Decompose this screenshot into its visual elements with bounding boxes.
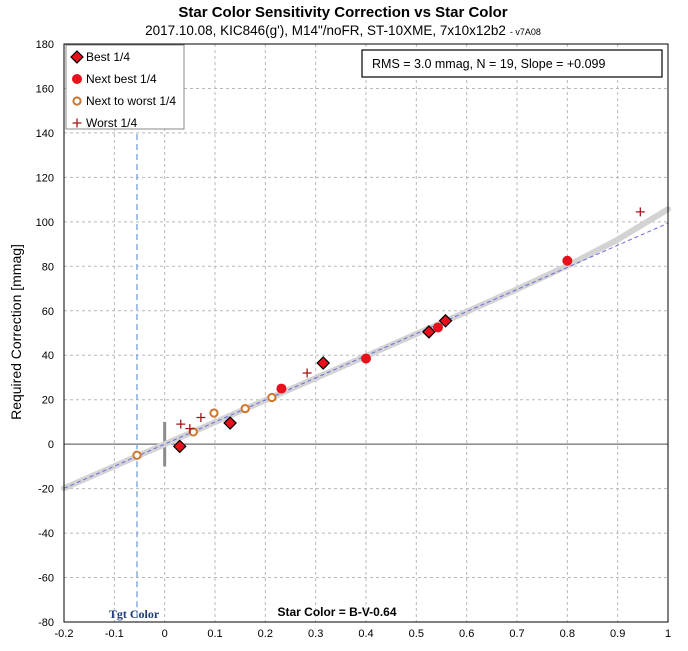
chart-subtitle-text: 2017.10.08, KIC846(g'), M14"/noFR, ST-10…	[145, 23, 506, 38]
y-axis-label: Required Correction [mmag]	[8, 244, 24, 420]
stats-box-frame	[361, 49, 663, 78]
x-tick-label: 0.8	[560, 628, 575, 640]
x-tick-label: 0	[162, 628, 168, 640]
plot-border	[63, 43, 669, 623]
x-tick-label: 1	[665, 628, 671, 640]
y-tick-label: 120	[36, 172, 54, 184]
data-point	[223, 416, 237, 430]
x-tick-label: 0.6	[459, 628, 474, 640]
data-point	[635, 207, 645, 217]
x-tick-label: 0.1	[207, 628, 222, 640]
legend-label: Next to worst 1/4	[86, 94, 176, 108]
data-point	[302, 368, 312, 378]
y-tick-label: 160	[36, 83, 54, 95]
data-point	[438, 313, 453, 328]
y-tick-label: 0	[48, 439, 54, 451]
x-tick-label: -0.1	[105, 628, 124, 640]
y-tick-label: 180	[36, 39, 54, 51]
data-point	[316, 356, 331, 370]
legend: Best 1/4 Next best 1/4 Next to worst 1/4 Wo…	[65, 44, 185, 130]
legend-label: Next best 1/4	[86, 72, 157, 86]
data-point	[432, 322, 443, 333]
y-tick-label: -20	[38, 484, 54, 496]
data-point	[188, 427, 198, 437]
x-tick-label: 0.9	[610, 628, 625, 640]
target-color-label: Tgt Color	[109, 607, 160, 621]
data-point	[361, 353, 371, 364]
data-point	[176, 419, 186, 429]
x-tick-label: 0.2	[258, 628, 273, 640]
stats-box: RMS = 3.0 mmag, N = 19, Slope = +0.099	[361, 49, 663, 78]
data-point	[267, 392, 277, 403]
x-axis-label: Star Color = B-V-0.64	[277, 605, 396, 619]
data-point	[422, 325, 436, 339]
data-point	[240, 403, 250, 414]
data-point	[276, 383, 287, 394]
x-tick-label: 0.3	[308, 628, 323, 640]
y-axis-ticks: -80 -60 -40 -20 0 20 40 60 80 100 120 140 160 180	[36, 39, 54, 629]
data-point	[209, 408, 219, 418]
x-tick-label: 0.4	[358, 628, 373, 640]
y-tick-label: 80	[42, 261, 54, 273]
chart-subtitle: 2017.10.08, KIC846(g'), M14"/noFR, ST-10…	[145, 23, 541, 38]
legend-frame	[65, 44, 185, 130]
data-point	[562, 255, 573, 266]
y-tick-label: -80	[38, 617, 54, 629]
legend-marker	[72, 96, 82, 106]
legend-marker	[72, 74, 82, 84]
y-tick-label: -60	[38, 573, 54, 585]
legend-marker	[72, 118, 82, 128]
chart-version: - v7A08	[510, 27, 541, 37]
data-point	[132, 450, 142, 460]
y-tick-label: 140	[36, 128, 54, 140]
x-axis-ticks: -0.2 -0.1 0 0.1 0.2 0.3 0.4 0.5 0.6 0.7 0.8 0.9 1	[55, 628, 672, 640]
legend-label: Worst 1/4	[86, 116, 137, 130]
vertical-gridlines	[63, 44, 669, 622]
y-tick-label: 60	[42, 306, 54, 318]
data-point	[196, 412, 206, 422]
y-tick-label: -40	[38, 528, 54, 540]
legend-label: Best 1/4	[86, 50, 130, 64]
stats-text: RMS = 3.0 mmag, N = 19, Slope = +0.099	[372, 57, 606, 71]
data-points	[132, 207, 645, 460]
fit-curve	[61, 206, 671, 492]
x-tick-label: 0.7	[509, 628, 524, 640]
y-tick-label: 40	[42, 350, 54, 362]
data-point	[185, 424, 195, 434]
legend-marker	[70, 50, 84, 64]
x-tick-label: -0.2	[55, 628, 74, 640]
y-tick-label: 100	[36, 217, 54, 229]
data-point	[172, 439, 187, 454]
y-tick-label: 20	[42, 395, 54, 407]
x-tick-label: 0.5	[409, 628, 424, 640]
chart-title: Star Color Sensitivity Correction vs Sta…	[178, 4, 507, 21]
